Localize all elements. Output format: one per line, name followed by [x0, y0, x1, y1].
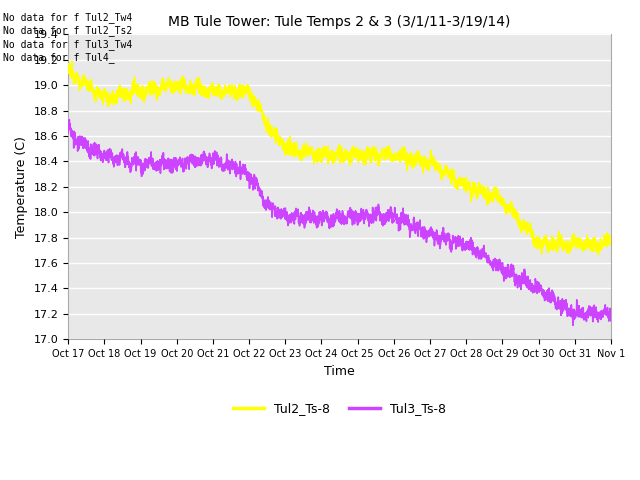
Text: No data for f Tul3_Tw4: No data for f Tul3_Tw4 — [3, 39, 132, 50]
Legend: Tul2_Ts-8, Tul3_Ts-8: Tul2_Ts-8, Tul3_Ts-8 — [228, 397, 451, 420]
Title: MB Tule Tower: Tule Temps 2 & 3 (3/1/11-3/19/14): MB Tule Tower: Tule Temps 2 & 3 (3/1/11-… — [168, 15, 511, 29]
Y-axis label: Temperature (C): Temperature (C) — [15, 136, 28, 238]
Text: No data for f Tul2_Tw4: No data for f Tul2_Tw4 — [3, 12, 132, 23]
Text: No data for f Tul4_: No data for f Tul4_ — [3, 52, 115, 63]
X-axis label: Time: Time — [324, 365, 355, 378]
Text: No data for f Tul2_Ts2: No data for f Tul2_Ts2 — [3, 25, 132, 36]
